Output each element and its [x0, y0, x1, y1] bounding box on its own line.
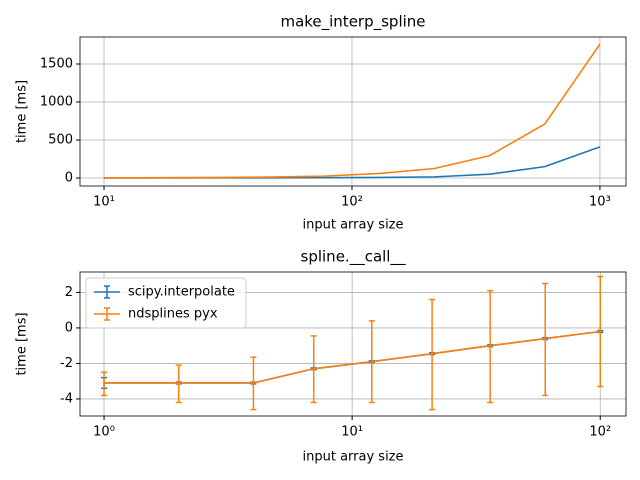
x-tick-label: 10² — [341, 195, 363, 210]
y-tick-label: 1000 — [40, 94, 73, 109]
y-tick-label: 500 — [48, 133, 73, 148]
chart-title: spline.__call__ — [301, 248, 406, 267]
legend-box — [85, 277, 247, 329]
error-bar — [487, 289, 494, 404]
error-bar — [101, 371, 108, 397]
error-bar — [597, 275, 604, 388]
y-tick-label: -4 — [60, 391, 73, 406]
legend-label: ndsplines pyx — [128, 307, 218, 322]
y-axis-label: time [ms] — [15, 312, 30, 375]
error-bar — [250, 356, 257, 411]
axes-frame — [79, 36, 627, 187]
axes: 10⁰ 10¹ 10² -4 -2 0 2 spline.__call__input arra… — [15, 248, 627, 465]
chart-title: make_interp_spline — [280, 13, 425, 32]
y-axis-label: time [ms] — [15, 80, 30, 143]
series-line — [104, 43, 601, 179]
x-axis-label: input array size — [303, 450, 404, 465]
y-tick-label: -2 — [60, 356, 73, 371]
x-tick-label: 10⁰ — [93, 425, 115, 440]
x-tick-label: 10³ — [589, 195, 611, 210]
error-bar — [175, 364, 182, 404]
x-tick-label: 10¹ — [93, 195, 115, 210]
error-bar — [310, 335, 317, 404]
y-tick-label: 1500 — [40, 56, 73, 71]
y-tick-label: 0 — [65, 320, 73, 335]
axes: 10¹ 10² 10³ 0 500 1000 1500 make_interp_splinei… — [15, 13, 627, 233]
plot-area — [80, 37, 626, 186]
legend-label: scipy.interpolate — [128, 285, 235, 300]
x-axis-label: input array size — [303, 218, 404, 233]
x-tick-label: 10¹ — [341, 425, 363, 440]
legend: scipy.interpolate ndsplines pyx — [85, 277, 247, 329]
error-bar — [542, 282, 549, 397]
y-tick-label: 2 — [65, 285, 73, 300]
y-tick-label: 0 — [65, 171, 73, 186]
axes-frame — [79, 271, 627, 417]
x-tick-label: 10² — [589, 425, 611, 440]
error-bar — [429, 298, 436, 411]
error-bar — [368, 320, 375, 404]
